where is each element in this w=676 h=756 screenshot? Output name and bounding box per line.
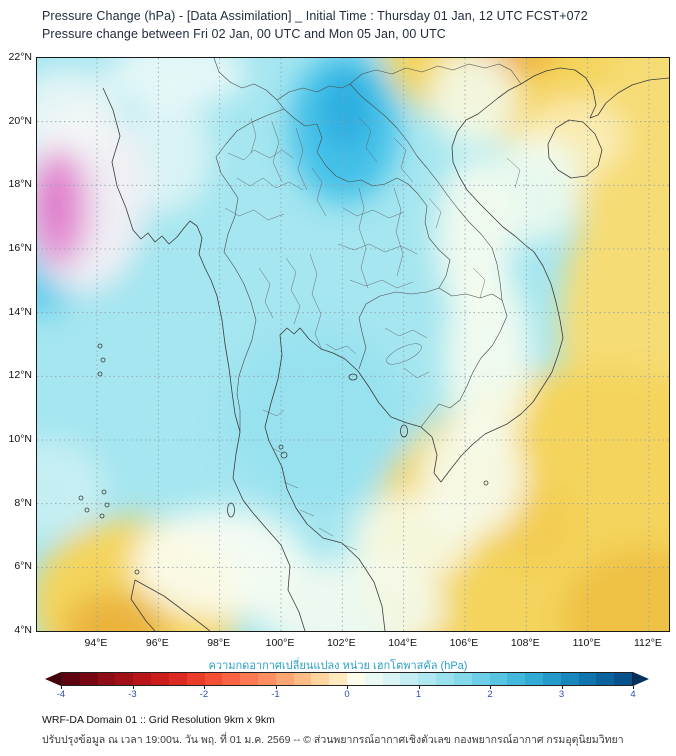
colorbar-segment [186, 673, 205, 685]
lon-tick-label: 108°E [510, 637, 540, 649]
lon-tick-label: 112°E [633, 637, 662, 649]
colorbar-segment [578, 673, 597, 685]
coastlines [102, 67, 669, 631]
colorbar-segment [453, 673, 472, 685]
footer-attribution: ปรับปรุงข้อมูล ณ เวลา 19:00น. วัน พฤ. ที… [42, 734, 624, 746]
colorbar-over-arrow [633, 672, 649, 686]
colorbar-segment [204, 673, 223, 685]
map-gridlines [37, 58, 669, 631]
lon-tick-label: 100°E [265, 637, 295, 649]
colorbar-segment [560, 673, 579, 685]
figure-subtitle: Pressure change between Fri 02 Jan, 00 U… [42, 27, 446, 41]
islands [78, 343, 489, 575]
colorbar-tick: -4 [49, 686, 73, 700]
lon-tick-label: 102°E [326, 637, 356, 649]
colorbar-segment [222, 673, 241, 685]
lat-tick-label: 14°N [8, 305, 32, 318]
colorbar-gradient [61, 672, 633, 686]
colorbar-segment [347, 673, 365, 685]
figure-title: Pressure Change (hPa) - [Data Assimilati… [42, 9, 588, 23]
colorbar-segment [151, 673, 169, 685]
colorbar-segment [329, 673, 347, 685]
colorbar-segment [542, 673, 561, 685]
colorbar-tick: -2 [192, 686, 216, 700]
colorbar-segment [525, 673, 543, 685]
colorbar-segment [115, 673, 134, 685]
colorbar-segment [62, 673, 80, 685]
province-borders [224, 117, 521, 551]
lon-tick-label: 104°E [388, 637, 417, 649]
pressure-field [37, 58, 669, 631]
lat-tick-label: 18°N [8, 178, 32, 191]
colorbar-segment [489, 673, 508, 685]
colorbar-segment [168, 673, 187, 685]
lat-tick-label: 12°N [8, 369, 32, 382]
colorbar-tick: 4 [621, 686, 645, 700]
colorbar [45, 672, 649, 686]
lon-tick-label: 110°E [572, 637, 601, 649]
map-canvas [37, 58, 669, 631]
colorbar-segment [275, 673, 294, 685]
colorbar-segment [364, 673, 383, 685]
footer-domain-info: WRF-DA Domain 01 :: Grid Resolution 9km … [42, 714, 275, 726]
lon-tick-label: 94°E [84, 637, 108, 649]
lat-tick-label: 4°N [14, 624, 32, 636]
colorbar-tick: 1 [407, 686, 431, 700]
lon-tick-label: 98°E [207, 637, 231, 649]
lat-tick-label: 22°N [8, 51, 32, 63]
colorbar-segment [507, 673, 526, 685]
colorbar-tick: 2 [478, 686, 502, 700]
colorbar-segment [311, 673, 330, 685]
map-plot-area [36, 57, 670, 632]
lat-tick-label: 10°N [8, 433, 32, 445]
lon-tick-label: 106°E [449, 637, 479, 649]
colorbar-segment [400, 673, 419, 685]
lat-tick-label: 6°N [14, 560, 32, 573]
colorbar-segment [596, 673, 615, 685]
colorbar-tick: -1 [264, 686, 288, 700]
lat-tick-label: 20°N [8, 114, 32, 127]
colorbar-segment [293, 673, 312, 685]
colorbar-segment [436, 673, 454, 685]
colorbar-title: ความกดอากาศเปลี่ยนแปลง หน่วย เฮกโตพาสคัล… [208, 660, 468, 672]
lon-tick-label: 96°E [145, 637, 169, 649]
colorbar-segment [382, 673, 401, 685]
colorbar-under-arrow [45, 672, 61, 686]
colorbar-segment [240, 673, 258, 685]
colorbar-segment [418, 673, 437, 685]
colorbar-segment [471, 673, 490, 685]
colorbar-segment [79, 673, 98, 685]
colorbar-segment [614, 673, 632, 685]
lat-tick-label: 8°N [14, 496, 32, 509]
lat-tick-label: 16°N [8, 242, 32, 254]
country-borders [213, 58, 522, 432]
colorbar-tick: 0 [335, 686, 359, 700]
colorbar-segment [97, 673, 116, 685]
colorbar-tick: -3 [121, 686, 145, 700]
colorbar-segment [257, 673, 276, 685]
colorbar-tick: 3 [550, 686, 574, 700]
colorbar-segment [133, 673, 152, 685]
